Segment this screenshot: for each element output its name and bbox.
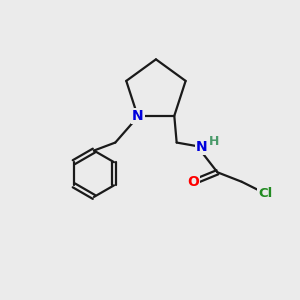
Text: O: O [187,175,199,189]
Text: Cl: Cl [258,187,273,200]
Text: N: N [196,140,208,154]
Text: H: H [208,135,219,148]
Text: N: N [132,109,143,123]
